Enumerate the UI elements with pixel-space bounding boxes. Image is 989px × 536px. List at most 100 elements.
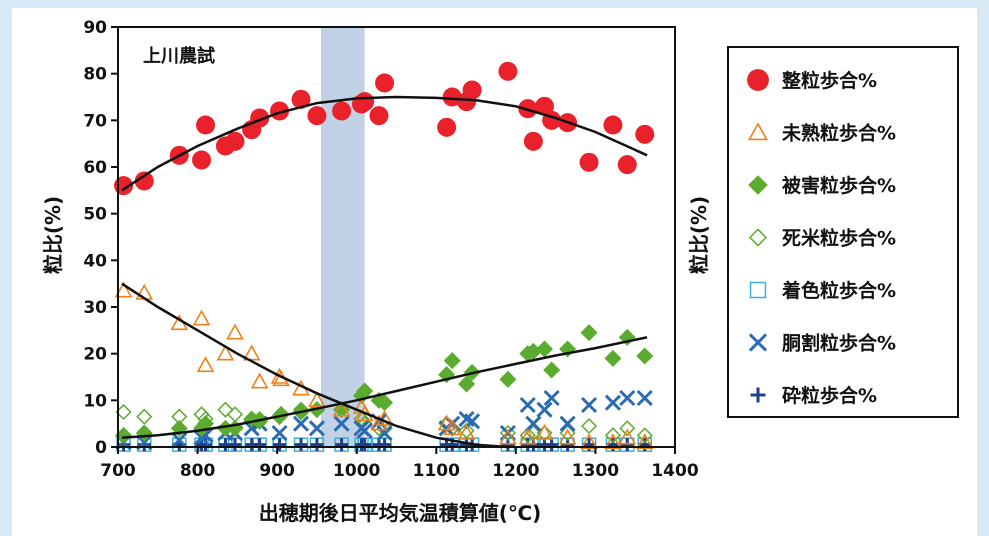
data-point xyxy=(620,438,634,452)
data-point xyxy=(171,431,188,449)
data-point xyxy=(291,89,311,109)
data-point xyxy=(358,438,372,452)
y-axis-title-left: 粒比(%) xyxy=(41,196,65,274)
data-point xyxy=(636,427,653,444)
data-point xyxy=(635,124,655,144)
y-tick-label: 40 xyxy=(83,251,107,271)
data-point xyxy=(273,438,287,452)
data-point xyxy=(292,415,310,432)
x-tick-label: 700 xyxy=(100,461,136,481)
x-tick-label: 900 xyxy=(259,461,295,481)
data-point xyxy=(136,408,153,425)
data-point xyxy=(192,150,212,170)
data-point xyxy=(636,389,653,407)
data-point xyxy=(272,405,290,423)
data-point xyxy=(535,96,555,116)
data-point xyxy=(519,427,536,444)
y-axis-title-right: 粒比(%) xyxy=(687,196,711,274)
data-point xyxy=(375,73,395,93)
data-point xyxy=(307,106,327,126)
data-point xyxy=(294,438,308,452)
data-point xyxy=(376,420,393,437)
legend-label: 胴割粒歩合% xyxy=(781,332,896,355)
data-point xyxy=(271,424,288,442)
y-tick-label: 60 xyxy=(83,158,107,178)
data-point xyxy=(308,391,326,408)
legend-marker xyxy=(750,387,766,403)
data-point xyxy=(437,117,457,137)
data-point xyxy=(134,171,154,191)
data-point xyxy=(310,438,324,452)
data-point xyxy=(581,417,598,435)
data-point xyxy=(619,389,636,407)
data-point xyxy=(250,372,269,389)
data-point xyxy=(335,438,349,452)
data-point xyxy=(499,370,517,388)
data-point xyxy=(603,115,623,135)
legend-label: 着色粒歩合% xyxy=(782,279,896,302)
data-point xyxy=(356,382,374,400)
legend-marker xyxy=(748,175,768,195)
data-point xyxy=(523,131,543,151)
data-point xyxy=(332,101,352,121)
data-point xyxy=(457,423,476,440)
data-point xyxy=(604,394,621,411)
legend-box xyxy=(727,46,959,418)
x-axis-title: 出穂期後日平均気温積算値(℃) xyxy=(259,501,542,525)
y-tick-label: 50 xyxy=(83,205,107,225)
data-point xyxy=(443,352,461,370)
legend-label: 被害粒歩合% xyxy=(782,174,896,197)
data-point xyxy=(619,420,636,437)
data-point xyxy=(604,427,621,444)
data-point xyxy=(376,394,394,412)
data-point xyxy=(216,419,234,437)
data-point xyxy=(253,438,267,452)
data-point xyxy=(228,438,242,452)
data-point xyxy=(370,414,388,431)
data-point xyxy=(378,438,392,452)
data-point xyxy=(543,389,560,407)
plot-area xyxy=(114,27,655,452)
trend-line xyxy=(121,95,648,192)
data-point xyxy=(369,106,389,126)
data-point xyxy=(604,349,622,367)
data-point xyxy=(115,426,133,444)
y-tick-label: 80 xyxy=(83,65,107,85)
data-point xyxy=(270,101,290,121)
data-point xyxy=(333,415,350,432)
data-point xyxy=(536,340,554,358)
data-point xyxy=(332,400,351,417)
data-point xyxy=(242,344,261,361)
data-point xyxy=(545,438,559,452)
highlight-band xyxy=(320,27,365,447)
data-point xyxy=(458,422,475,439)
data-point xyxy=(617,155,637,175)
legend-label: 整粒歩合% xyxy=(782,69,877,92)
data-point xyxy=(499,428,517,445)
data-point xyxy=(580,324,598,342)
legend-marker xyxy=(749,281,767,299)
y-tick-label: 0 xyxy=(95,438,107,458)
data-point xyxy=(443,419,462,436)
site-annotation: 上川農試 xyxy=(143,45,215,67)
data-point xyxy=(356,422,373,439)
legend: 整粒歩合% 未熟粒歩合% 被害粒歩合% 死米粒歩合% 着色粒歩合% 胴割粒歩合% 砕粒歩合% xyxy=(747,69,896,407)
data-point xyxy=(580,433,598,450)
legend-marker xyxy=(748,228,768,247)
data-point xyxy=(442,87,462,107)
data-point xyxy=(308,420,325,437)
data-point xyxy=(524,342,542,360)
data-point xyxy=(217,401,234,418)
data-point xyxy=(635,433,654,450)
x-tick-label: 1100 xyxy=(413,461,460,481)
y-tick-label: 70 xyxy=(83,111,107,131)
data-point xyxy=(376,424,393,442)
x-tick-label: 1000 xyxy=(333,461,380,481)
data-point xyxy=(536,401,553,418)
y-tick-label: 30 xyxy=(83,298,107,318)
data-point xyxy=(518,428,537,445)
data-point xyxy=(604,433,622,450)
data-point xyxy=(196,115,216,135)
data-point xyxy=(535,423,554,440)
